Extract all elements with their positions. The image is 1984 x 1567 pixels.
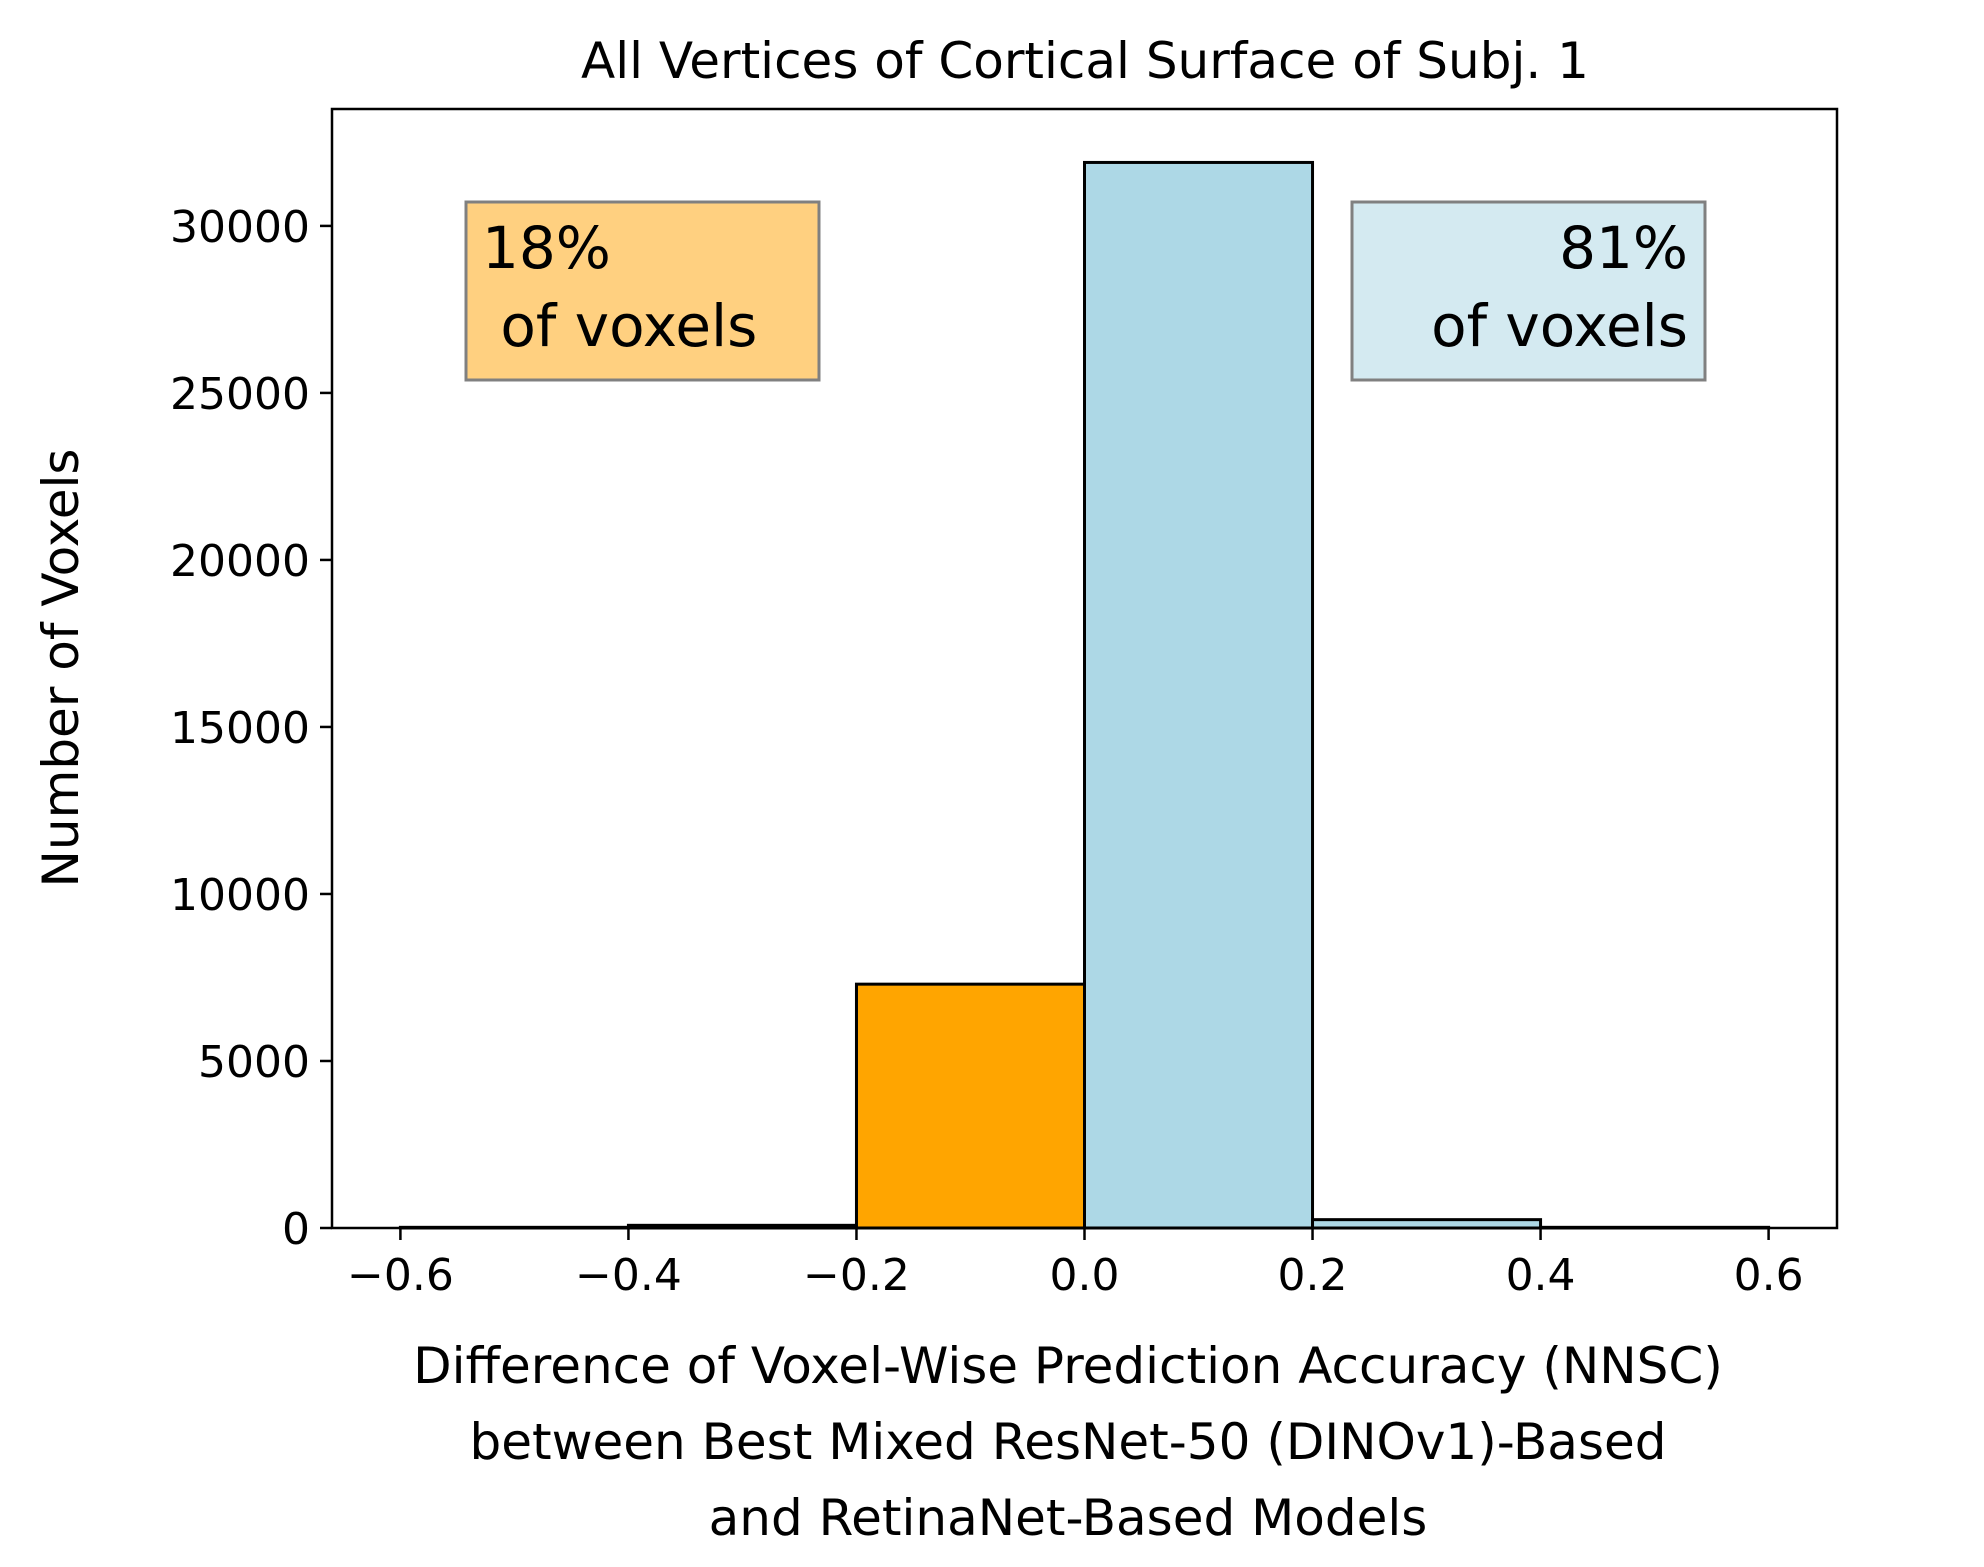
x-tick-label: −0.4 bbox=[575, 1250, 682, 1301]
plot-frame bbox=[330, 107, 1839, 1230]
histogram-bar bbox=[1311, 1218, 1543, 1230]
y-tick-label: 5000 bbox=[198, 1037, 310, 1088]
x-tick-label: −0.6 bbox=[347, 1250, 454, 1301]
y-tick-label: 15000 bbox=[170, 703, 310, 754]
y-axis-label: Number of Voxels bbox=[32, 449, 90, 888]
y-tick-label: 10000 bbox=[170, 870, 310, 921]
x-axis-label-line-2: between Best Mixed ResNet-50 (DINOv1)-Ba… bbox=[470, 1413, 1667, 1471]
y-tick-label: 25000 bbox=[170, 369, 310, 420]
x-tick-label: −0.2 bbox=[803, 1250, 910, 1301]
annotation-line: 81% bbox=[1559, 214, 1688, 282]
y-tick-label: 0 bbox=[282, 1204, 310, 1255]
histogram-bar bbox=[854, 982, 1087, 1230]
annotation-background bbox=[1350, 200, 1707, 382]
annotation-line: of voxels bbox=[1431, 292, 1688, 360]
x-tick-label: 0.6 bbox=[1734, 1250, 1804, 1301]
x-tick-label: 0.0 bbox=[1050, 1250, 1120, 1301]
x-axis-label: Difference of Voxel-Wise Prediction Accu… bbox=[413, 1337, 1723, 1547]
histogram-bar bbox=[1083, 160, 1315, 1230]
x-axis-label-line-1: Difference of Voxel-Wise Prediction Accu… bbox=[413, 1337, 1723, 1395]
histogram-bars bbox=[398, 160, 1771, 1230]
y-tick-label: 20000 bbox=[170, 536, 310, 587]
annotation-box-left: 18% of voxels bbox=[464, 200, 821, 382]
annotation-background bbox=[464, 200, 821, 382]
percentage-annotations: 18% of voxels 81% of voxels bbox=[464, 200, 1707, 382]
axis-ticks: −0.6 −0.4 −0.2 0.0 0.2 0.4 0.6 0 5000 10000 15000 2… bbox=[170, 202, 1804, 1301]
x-tick-label: 0.2 bbox=[1278, 1250, 1348, 1301]
x-axis-label-line-3: and RetinaNet-Based Models bbox=[709, 1489, 1428, 1547]
x-tick-label: 0.4 bbox=[1506, 1250, 1576, 1301]
y-tick-label: 30000 bbox=[170, 202, 310, 253]
annotation-line: 18% bbox=[482, 214, 611, 282]
annotation-box-right: 81% of voxels bbox=[1350, 200, 1707, 382]
annotation-line: of voxels bbox=[482, 292, 757, 360]
chart-title: All Vertices of Cortical Surface of Subj… bbox=[581, 32, 1589, 90]
